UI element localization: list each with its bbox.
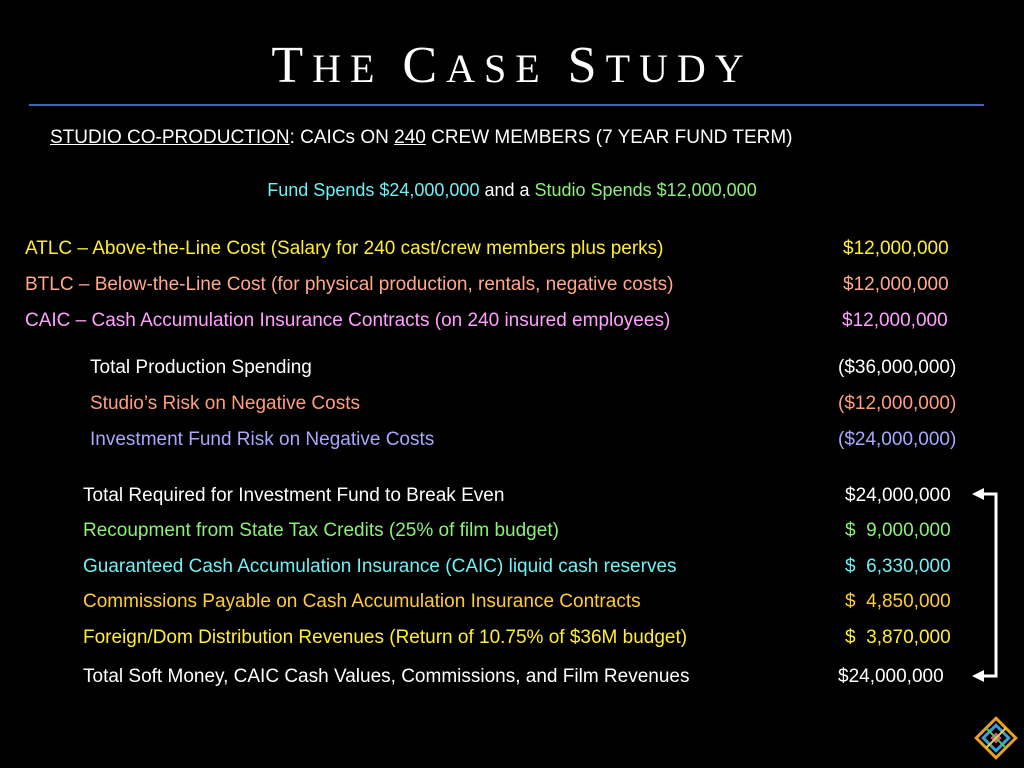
distribution-amount: $ 3,870,000 [845, 627, 951, 648]
title-letter: S [567, 37, 606, 94]
breakeven-amount: $24,000,000 [845, 485, 951, 506]
fund-risk-label: Investment Fund Risk on Negative Costs [90, 429, 435, 450]
commissions-amount: $ 4,850,000 [845, 591, 951, 612]
fund-risk-amount: ($24,000,000) [838, 429, 957, 450]
title-letter: T [271, 37, 313, 94]
subtitle-caics: : CAICs ON [289, 127, 395, 148]
cost-label-atlc: ATLC – Above-the-Line Cost (Salary for 2… [25, 238, 664, 259]
subtitle-term: CREW MEMBERS (7 YEAR FUND TERM) [425, 127, 793, 148]
title-divider [29, 104, 984, 106]
logo-icon [974, 716, 1018, 760]
studio-risk-amount: ($12,000,000) [838, 393, 957, 414]
total-soft-money-label: Total Soft Money, CAIC Cash Values, Comm… [83, 666, 690, 687]
commissions-label: Commissions Payable on Cash Accumulation… [83, 591, 641, 612]
tax-credits-amount: $ 9,000,000 [845, 520, 951, 541]
studio-spends: Studio Spends $12,000,000 [534, 180, 757, 200]
cost-amount-atlc: $12,000,000 [843, 238, 949, 259]
slide-title: THE CASE STUDY [0, 36, 1024, 95]
title-letters: HE [312, 46, 384, 91]
total-production-amount: ($36,000,000) [838, 357, 957, 378]
title-letters: ASE [446, 46, 549, 91]
cost-label-caic: CAIC – Cash Accumulation Insurance Contr… [25, 310, 671, 331]
cost-amount-btlc: $12,000,000 [843, 274, 949, 295]
title-letters: TUDY [605, 46, 753, 91]
caic-reserves-amount: $ 6,330,000 [845, 556, 951, 577]
caic-reserves-label: Guaranteed Cash Accumulation Insurance (… [83, 556, 677, 577]
bracket-arrow-icon [972, 488, 998, 682]
total-production-label: Total Production Spending [90, 357, 312, 378]
total-soft-money-amount: $24,000,000 [838, 666, 944, 687]
title-letter: C [402, 37, 447, 94]
breakeven-label: Total Required for Investment Fund to Br… [83, 485, 505, 506]
subtitle-studio: STUDIO CO-PRODUCTION [50, 127, 290, 148]
distribution-label: Foreign/Dom Distribution Revenues (Retur… [83, 627, 688, 648]
subtitle-count: 240 [394, 127, 426, 148]
tax-credits-label: Recoupment from State Tax Credits (25% o… [83, 520, 559, 541]
cost-label-btlc: BTLC – Below-the-Line Cost (for physical… [25, 274, 674, 295]
spend-line: Fund Spends $24,000,000 and a Studio Spe… [0, 180, 1024, 201]
fund-spends: Fund Spends $24,000,000 [267, 180, 480, 200]
studio-risk-label: Studio’s Risk on Negative Costs [90, 393, 360, 414]
spend-connector: and a [479, 180, 535, 200]
subtitle: STUDIO CO-PRODUCTION: CAICs ON 240 CREW … [50, 127, 793, 149]
cost-amount-caic: $12,000,000 [842, 310, 948, 331]
